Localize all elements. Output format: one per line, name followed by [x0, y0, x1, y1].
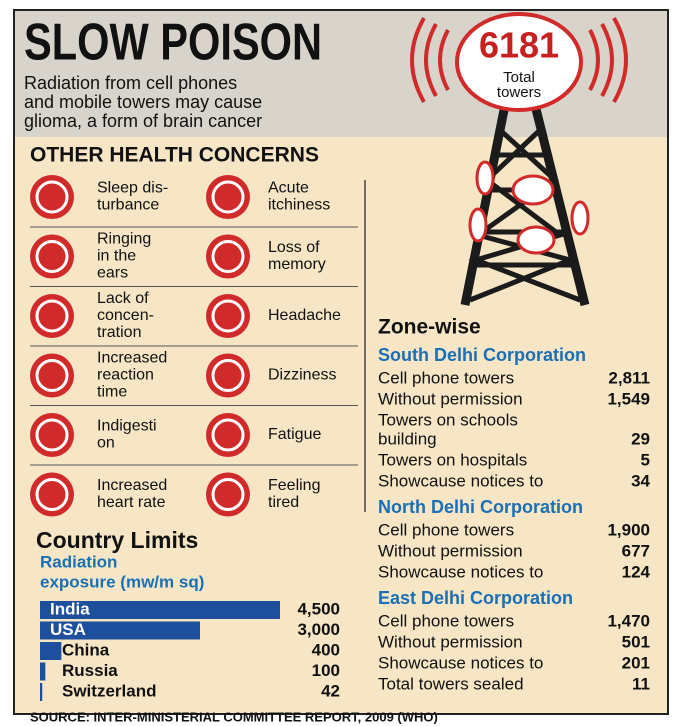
tower-label: towers [497, 84, 541, 101]
zone-row-label: building [378, 429, 437, 448]
concern-label: Lack of [97, 290, 149, 307]
zone-row-label: Showcause notices to [378, 562, 543, 581]
concern-label: heart rate [97, 494, 166, 511]
concern-label: time [97, 384, 127, 401]
zone-row-label: Showcause notices to [378, 471, 543, 490]
zone-row-label: Cell phone towers [378, 611, 514, 630]
concern-label: itchiness [268, 197, 330, 214]
zone-row-label: Cell phone towers [378, 520, 514, 539]
concern-label: ears [97, 265, 128, 282]
zone-row-value: 1,470 [607, 611, 650, 630]
zone-row-label: Without permission [378, 541, 523, 560]
tower-count: 6181 [479, 25, 559, 66]
concern-label: Feeling [268, 477, 320, 494]
subtitle: exposure (mw/m sq) [40, 572, 204, 591]
zone-row-value: 5 [641, 450, 650, 469]
concern-label: Headache [268, 307, 341, 324]
page: 6181 Total towers SLOW POISON OTHER HEAL… [0, 0, 675, 726]
concern-label: Loss of [268, 239, 320, 256]
zone-row-value: 677 [622, 541, 650, 560]
zone-row-label: Without permission [378, 632, 523, 651]
zone-row-label: Showcause notices to [378, 653, 543, 672]
country-value: 3,000 [297, 620, 340, 639]
concern-label: on [97, 435, 115, 452]
zone-row-label: Towers on hospitals [378, 450, 527, 469]
concern-label: Increased [97, 350, 167, 367]
concern-label: tration [97, 324, 141, 341]
country-name: Russia [62, 661, 118, 680]
section-title: OTHER HEALTH CONCERNS [30, 144, 319, 167]
bar [40, 642, 61, 660]
zone-row-value: 1,549 [607, 389, 650, 408]
concern-label: tired [268, 494, 299, 511]
concern-label: Increased [97, 477, 167, 494]
concern-label: reaction [97, 367, 154, 384]
zone-name: North Delhi Corporation [378, 497, 583, 517]
concern-label: turbance [97, 197, 159, 214]
concern-label: Sleep dis- [97, 180, 168, 197]
subtitle: glioma, a form of brain cancer [24, 111, 262, 131]
concern-label: in the [97, 248, 136, 265]
subtitle: Radiation from cell phones [24, 73, 237, 93]
zone-name: East Delhi Corporation [378, 588, 573, 608]
country-value: 42 [321, 681, 340, 700]
concern-label: Fatigue [268, 426, 321, 443]
concern-label: Ringing [97, 231, 151, 248]
zone-row-value: 124 [622, 562, 651, 581]
concern-label: memory [268, 256, 326, 273]
source: SOURCE: INTER-MINISTERIAL COMMITTEE REPO… [30, 709, 438, 724]
subtitle: and mobile towers may cause [24, 92, 262, 112]
concern-label: Indigesti [97, 418, 157, 435]
subtitle: Radiation [40, 552, 117, 571]
infographic: 6181 Total towers SLOW POISON OTHER HEAL… [0, 0, 675, 726]
zone-name: South Delhi Corporation [378, 345, 586, 365]
concern-label: Dizziness [268, 367, 336, 384]
zone-row-value: 11 [632, 674, 650, 693]
zone-row-label: Total towers sealed [378, 674, 524, 693]
zone-row-label: Towers on schools [378, 410, 518, 429]
zone-row-label: Without permission [378, 389, 523, 408]
country-value: 4,500 [297, 599, 340, 618]
country-value: 100 [312, 661, 340, 680]
zone-row-value: 29 [631, 429, 650, 448]
zone-row-value: 1,900 [607, 520, 650, 539]
zone-row-value: 34 [631, 471, 650, 490]
bar [40, 663, 45, 681]
bar [40, 683, 42, 701]
zone-row-label: Cell phone towers [378, 368, 514, 387]
title: SLOW POISON [24, 12, 322, 71]
section-title: Country Limits [36, 527, 198, 553]
zone-row-value: 201 [622, 653, 650, 672]
country-name: India [50, 599, 90, 618]
country-name: Switzerland [62, 681, 156, 700]
country-value: 400 [312, 640, 340, 659]
zone-row-value: 501 [622, 632, 650, 651]
section-title: Zone-wise [378, 316, 481, 339]
zone-row-value: 2,811 [608, 368, 650, 387]
country-name: China [62, 640, 110, 659]
country-name: USA [50, 620, 86, 639]
concern-label: Acute [268, 180, 309, 197]
concern-label: concen- [97, 307, 154, 324]
